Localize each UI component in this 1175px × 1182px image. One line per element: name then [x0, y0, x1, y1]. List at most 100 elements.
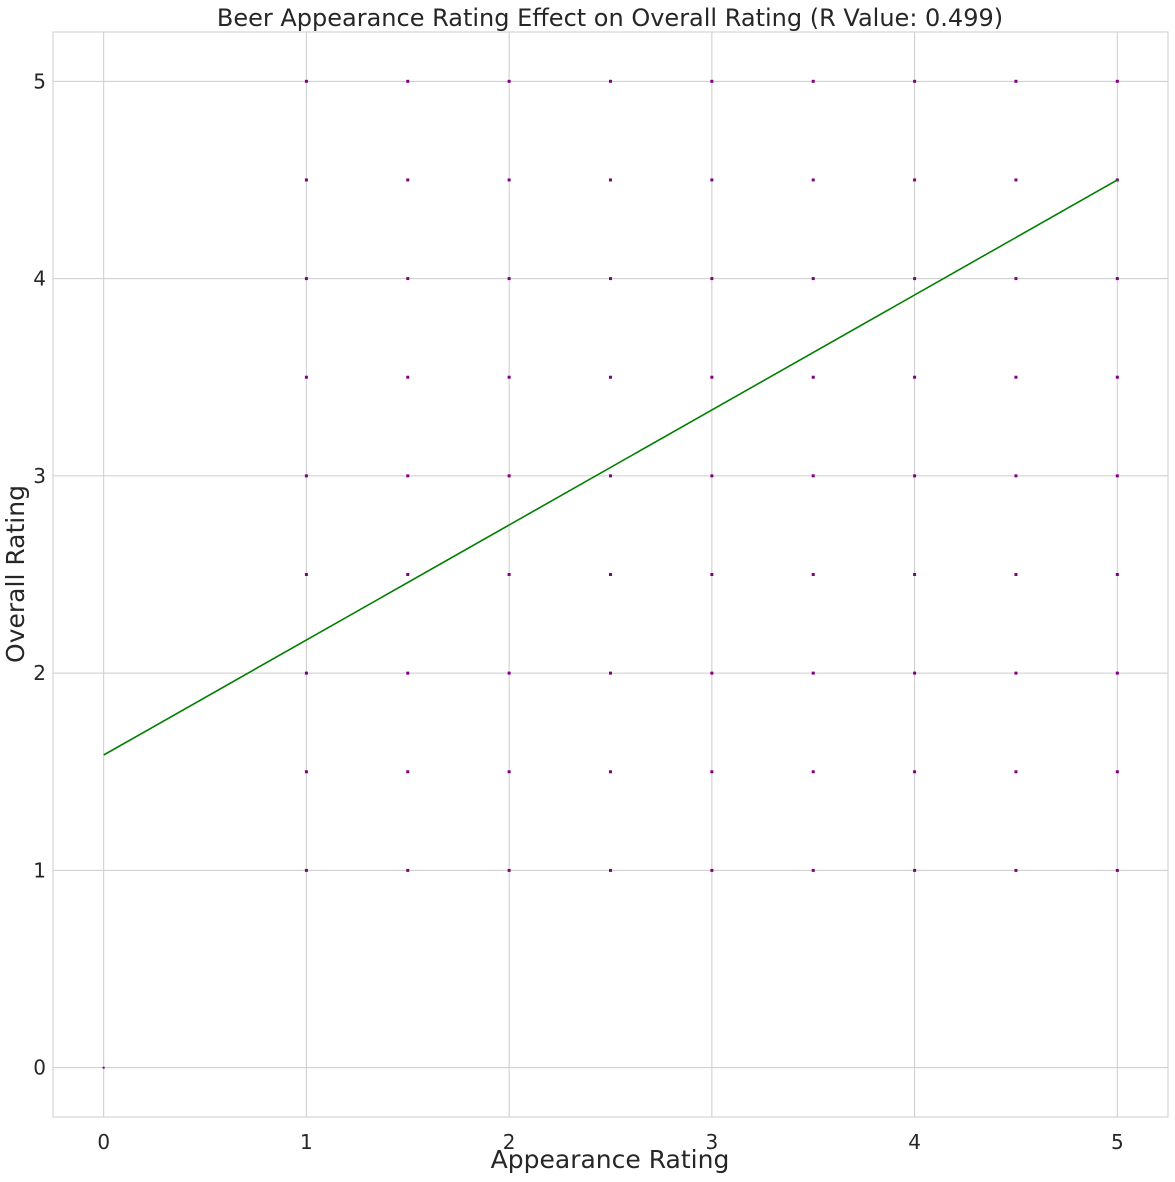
scatter-point: [811, 671, 815, 675]
scatter-point: [507, 868, 511, 872]
scatter-point: [406, 375, 410, 379]
scatter-point: [1014, 770, 1018, 774]
x-tick-label: 4: [908, 1130, 921, 1154]
scatter-point: [609, 474, 612, 478]
scatter-point: [811, 868, 815, 872]
scatter-point: [710, 375, 714, 379]
scatter-point: [913, 868, 917, 872]
scatter-point: [406, 79, 410, 83]
scatter-point: [710, 277, 714, 281]
scatter-point: [913, 178, 917, 182]
scatter-point: [1115, 671, 1119, 675]
scatter-point: [507, 178, 511, 182]
scatter-point: [811, 277, 815, 281]
scatter-point: [1014, 573, 1018, 576]
scatter-point: [507, 79, 511, 83]
scatter-point: [507, 375, 511, 379]
scatter-point: [507, 277, 511, 281]
scatter-point: [913, 277, 917, 281]
scatter-point: [1014, 375, 1018, 379]
scatter-point: [406, 277, 410, 281]
scatter-point: [1014, 671, 1018, 675]
scatter-point: [1115, 868, 1119, 872]
scatter-point: [811, 770, 815, 774]
scatter-point: [406, 671, 410, 675]
scatter-point: [811, 178, 815, 182]
scatter-point: [609, 375, 612, 379]
scatter-point: [609, 277, 612, 281]
x-tick-label: 5: [1111, 1130, 1124, 1154]
y-tick-label: 1: [33, 858, 46, 882]
scatter-point: [1014, 277, 1018, 281]
scatter-point: [609, 573, 612, 576]
scatter-points: [102, 79, 1119, 1069]
scatter-point: [1115, 375, 1119, 379]
x-tick-label: 3: [705, 1130, 718, 1154]
regression-line: [103, 179, 1118, 756]
scatter-point: [304, 671, 308, 675]
scatter-point: [304, 178, 308, 182]
scatter-point: [304, 375, 308, 379]
chart-title: Beer Appearance Rating Effect on Overall…: [217, 4, 1003, 32]
scatter-point: [507, 671, 511, 675]
scatter-point: [710, 770, 714, 774]
scatter-point: [710, 474, 714, 478]
x-tick-label: 1: [300, 1130, 313, 1154]
scatter-point: [811, 474, 815, 478]
scatter-point: [609, 671, 612, 675]
scatter-point: [406, 868, 410, 872]
x-tick-label: 0: [97, 1130, 110, 1154]
scatter-point: [1115, 474, 1119, 478]
scatter-point: [1115, 277, 1119, 281]
scatter-point: [1115, 79, 1119, 83]
scatter-point: [710, 178, 714, 182]
scatter-point: [710, 573, 714, 576]
scatter-point: [1014, 474, 1018, 478]
scatter-point: [609, 770, 612, 774]
scatter-point: [304, 770, 308, 774]
scatter-point: [1115, 770, 1119, 774]
scatter-point: [710, 868, 714, 872]
scatter-point: [304, 573, 308, 576]
scatter-point: [913, 671, 917, 675]
x-tick-labels: 0 1 2 3 4 5: [97, 1130, 1123, 1154]
y-axis-label: Overall Rating: [1, 485, 30, 663]
scatter-point: [304, 474, 308, 478]
scatter-point: [406, 474, 410, 478]
scatter-point: [609, 178, 612, 182]
scatter-point: [1115, 573, 1119, 576]
scatter-point: [609, 868, 612, 872]
regression-line-group: [103, 179, 1118, 756]
y-tick-label: 3: [33, 464, 46, 488]
scatter-point: [1014, 868, 1018, 872]
scatter-point: [913, 474, 917, 478]
scatter-point: [1014, 178, 1018, 182]
scatter-point: [406, 573, 410, 576]
y-tick-label: 4: [33, 267, 46, 291]
y-tick-label: 2: [33, 661, 46, 685]
y-tick-label: 5: [33, 69, 46, 93]
scatter-point: [507, 573, 511, 576]
scatter-point: [913, 375, 917, 379]
scatter-point: [710, 671, 714, 675]
x-tick-label: 2: [503, 1130, 516, 1154]
scatter-point: [507, 770, 511, 774]
scatter-point: [406, 178, 410, 182]
y-tick-label: 0: [33, 1056, 46, 1080]
scatter-point: [406, 770, 410, 774]
scatter-point: [811, 79, 815, 83]
scatter-point: [811, 573, 815, 576]
scatter-point: [609, 79, 612, 83]
plot-frame: [52, 31, 1169, 1118]
scatter-point: [507, 474, 511, 478]
scatter-point: [913, 79, 917, 83]
scatter-point: [304, 868, 308, 872]
scatter-point: [304, 277, 308, 281]
scatter-point: [913, 770, 917, 774]
scatter-point: [710, 79, 714, 83]
scatter-point: [913, 573, 917, 576]
scatter-point: [304, 79, 308, 83]
